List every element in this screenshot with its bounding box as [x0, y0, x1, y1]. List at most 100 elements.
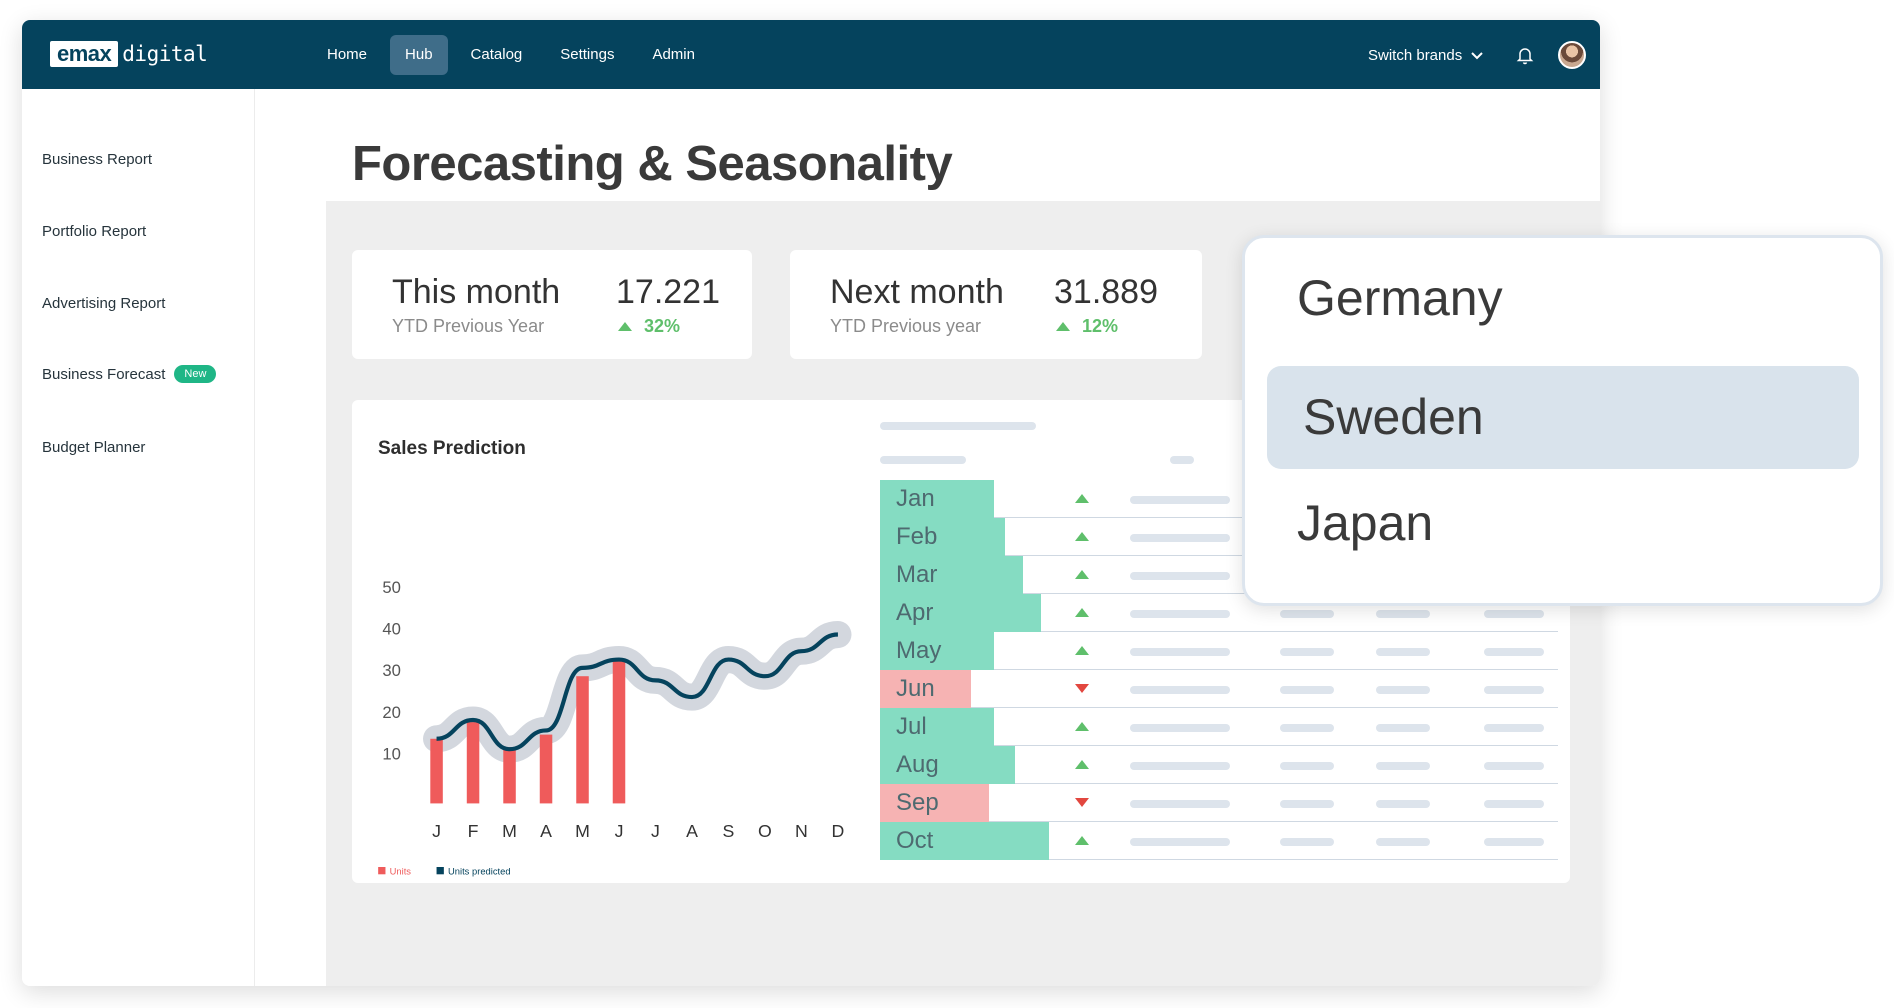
month-label: Jun [896, 675, 935, 702]
placeholder-line [1280, 724, 1334, 732]
placeholder-line [1130, 610, 1230, 618]
bar-units [503, 747, 516, 804]
arrow-down-icon [1075, 798, 1089, 807]
legend-swatch-predicted [436, 867, 444, 875]
table-row: Apr [880, 594, 1558, 632]
kpi-delta-value: 12% [1082, 316, 1119, 336]
bar-units [576, 676, 589, 804]
placeholder-line [1376, 648, 1430, 656]
dropdown-option-sweden[interactable]: Sweden [1267, 366, 1859, 469]
line-units-predicted [436, 632, 839, 752]
x-tick-label: F [468, 821, 479, 841]
country-dropdown: Germany Sweden Japan [1242, 235, 1883, 606]
nav-admin[interactable]: Admin [652, 46, 695, 63]
placeholder-line [1484, 686, 1544, 694]
placeholder-line [1280, 762, 1334, 770]
trend-up-icon [1056, 322, 1070, 331]
sidebar-item-portfolio-report[interactable]: Portfolio Report [42, 223, 146, 240]
placeholder-line [1130, 724, 1230, 732]
switch-brands-dropdown[interactable]: Switch brands [1368, 47, 1484, 64]
placeholder-line [1484, 724, 1544, 732]
kpi-label: Next month [830, 273, 1004, 311]
arrow-up-icon [1075, 646, 1089, 655]
arrow-up-icon [1075, 570, 1089, 579]
placeholder-line [1376, 800, 1430, 808]
sidebar-item-label: Budget Planner [42, 439, 146, 456]
kpi-delta: 12% [1056, 316, 1118, 337]
placeholder-line [1376, 838, 1430, 846]
kpi-label: This month [392, 273, 561, 311]
sales-prediction-chart: 10 20 30 40 50 J F M A M J J A S O N D Units Units predict… [378, 578, 852, 876]
y-tick-label: 10 [382, 745, 401, 764]
new-badge: New [174, 365, 217, 383]
dropdown-option-germany[interactable]: Germany [1297, 270, 1503, 326]
kpi-value: 31.889 [1054, 273, 1158, 311]
bar-units [612, 659, 626, 804]
avatar[interactable] [1558, 41, 1586, 69]
y-tick-label: 20 [382, 703, 401, 722]
sidebar-item-budget-planner[interactable]: Budget Planner [42, 439, 145, 456]
arrow-down-icon [1075, 684, 1089, 693]
table-row: Jun [880, 670, 1558, 708]
month-bar [880, 708, 995, 746]
x-tick-label: J [651, 821, 660, 841]
placeholder-line [880, 422, 1036, 430]
sidebar-item-business-report[interactable]: Business Report [42, 151, 152, 168]
month-label: Apr [896, 599, 934, 626]
table-row: Oct [880, 822, 1558, 860]
chevron-down-icon [1471, 51, 1483, 59]
placeholder-line [1130, 496, 1230, 504]
switch-brands-label: Switch brands [1368, 47, 1463, 64]
month-label: Aug [896, 751, 939, 778]
page-title: Forecasting & Seasonality [352, 137, 953, 191]
month-label: Mar [896, 561, 938, 588]
kpi-card-next-month: Next month YTD Previous year 31.889 12% [790, 250, 1202, 359]
kpi-sub: YTD Previous year [830, 316, 982, 336]
placeholder-line [1376, 724, 1430, 732]
placeholder-line [1376, 686, 1430, 694]
placeholder-line [1280, 838, 1334, 846]
x-tick-label: D [832, 821, 845, 841]
table-row: Jul [880, 708, 1558, 746]
bell-icon[interactable] [1514, 44, 1536, 66]
month-bar [880, 518, 1005, 556]
placeholder-line [1280, 686, 1334, 694]
logo[interactable]: emax digital [50, 40, 208, 68]
x-tick-label: J [615, 821, 624, 841]
arrow-up-icon [1075, 532, 1089, 541]
top-navbar: emax digital Home Hub Catalog Settings A… [22, 20, 1600, 89]
month-bar [880, 784, 990, 822]
month-rows: Jan Feb Mar Apr May Jun Jul Aug Sep Oct [880, 480, 1558, 860]
arrow-up-icon [1075, 760, 1089, 769]
placeholder-line [1280, 800, 1334, 808]
sidebar: Business Report Portfolio Report Adverti… [22, 89, 255, 986]
month-label: Feb [896, 523, 938, 550]
kpi-delta: 32% [618, 316, 680, 337]
placeholder-line [1376, 762, 1430, 770]
kpi-sub: YTD Previous Year [392, 316, 545, 336]
placeholder-line [1376, 610, 1430, 618]
placeholder-line [1484, 762, 1544, 770]
nav-settings[interactable]: Settings [560, 46, 615, 63]
table-row: Aug [880, 746, 1558, 784]
nav-home[interactable]: Home [327, 46, 368, 63]
sidebar-item-advertising-report[interactable]: Advertising Report [42, 295, 165, 312]
x-tick-label: A [686, 821, 698, 841]
nav-hub[interactable]: Hub [390, 35, 448, 75]
placeholder-line [1484, 800, 1544, 808]
placeholder-line [880, 456, 966, 464]
month-bar [880, 556, 1023, 594]
month-bar [880, 594, 1042, 632]
nav-catalog[interactable]: Catalog [470, 46, 523, 63]
sidebar-item-label: Business Report [42, 151, 153, 168]
bar-units [430, 738, 443, 804]
sidebar-item-business-forecast[interactable]: Business Forecast New [42, 365, 217, 383]
month-bar [880, 670, 971, 708]
month-bar [880, 632, 995, 670]
month-label: Oct [896, 827, 934, 854]
month-label: Jul [896, 713, 927, 740]
arrow-up-icon [1075, 494, 1089, 503]
dropdown-option-japan[interactable]: Japan [1297, 495, 1434, 551]
placeholder-line [1130, 534, 1230, 542]
y-tick-label: 40 [382, 620, 401, 639]
